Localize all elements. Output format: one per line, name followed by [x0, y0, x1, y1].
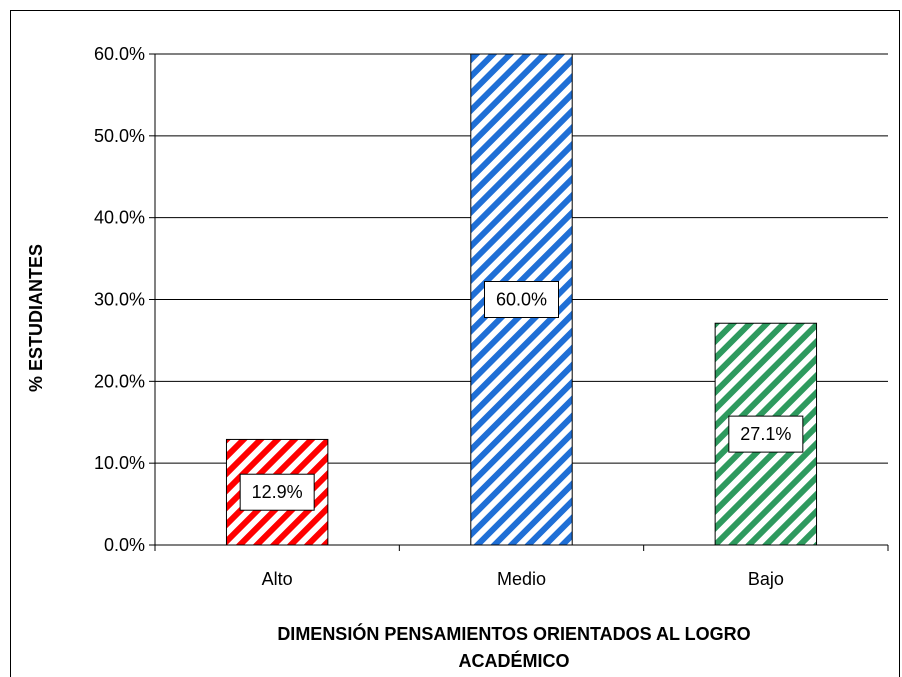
y-tick-label: 0.0% [104, 535, 145, 555]
chart-frame [10, 10, 900, 677]
y-tick-label: 30.0% [94, 290, 145, 310]
x-tick-label: Alto [262, 569, 293, 589]
y-tick-label: 50.0% [94, 126, 145, 146]
x-axis-title-line-2: ACADÉMICO [459, 650, 570, 671]
data-label: 60.0% [496, 290, 547, 310]
y-tick-label: 20.0% [94, 371, 145, 391]
x-tick-labels: Alto Medio Bajo [262, 569, 784, 589]
data-label: 12.9% [252, 482, 303, 502]
data-labels: 12.9% 60.0% 27.1% [239, 281, 804, 511]
y-tick-label: 10.0% [94, 453, 145, 473]
y-tick-label: 40.0% [94, 208, 145, 228]
x-axis-title-line-1: DIMENSIÓN PENSAMIENTOS ORIENTADOS AL LOG… [277, 623, 750, 644]
x-tick-label: Bajo [748, 569, 784, 589]
data-label-box [728, 415, 804, 453]
y-tick-labels: 0.0% 10.0% 20.0% 30.0% 40.0% 50.0% 60.0% [94, 44, 145, 555]
data-label: 27.1% [740, 424, 791, 444]
data-label-box [239, 473, 315, 511]
y-tick-label: 60.0% [94, 44, 145, 64]
y-axis-title: % ESTUDIANTES [26, 244, 46, 392]
x-tick-label: Medio [497, 569, 546, 589]
axes [154, 54, 889, 551]
data-label-box [484, 281, 559, 318]
